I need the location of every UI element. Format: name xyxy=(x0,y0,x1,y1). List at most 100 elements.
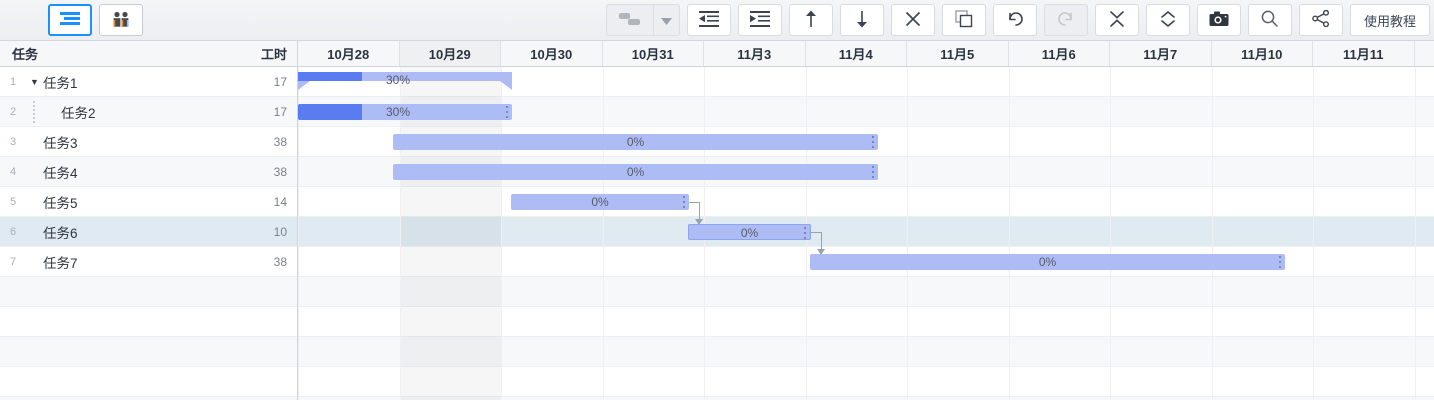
move-down-button[interactable] xyxy=(839,4,884,36)
task-row-7[interactable]: 7 任务7 38 xyxy=(0,247,297,277)
task-name[interactable]: 任务6 xyxy=(43,226,78,241)
expand-all-button[interactable] xyxy=(1145,4,1190,36)
task-row-3[interactable]: 3 任务3 38 xyxy=(0,127,297,157)
redo-button[interactable] xyxy=(1043,4,1088,36)
share-icon xyxy=(1312,9,1330,30)
task-list-icon xyxy=(60,11,80,29)
bar-resize-handle[interactable] xyxy=(871,166,874,178)
link-segment xyxy=(699,202,700,220)
timeline-date-header: 10月28 10月29 10月30 10月31 11月3 11月4 11月5 11月6 11月7… xyxy=(298,41,1434,66)
date-header-cell: 11月3 xyxy=(704,41,806,66)
bar-resize-handle[interactable] xyxy=(682,196,685,208)
task-list-view-button[interactable] xyxy=(48,4,92,36)
task-row-2[interactable]: 2 任务2 17 xyxy=(0,97,297,127)
task-hours[interactable]: 14 xyxy=(273,195,287,209)
task-name[interactable]: 任务2 xyxy=(61,106,96,121)
toolbar-right-group: 使用教程 xyxy=(605,4,1430,36)
bar-resize-handle[interactable] xyxy=(505,106,508,118)
date-header-cell: 11月10 xyxy=(1212,41,1313,66)
tutorial-label: 使用教程 xyxy=(1363,13,1416,29)
tutorial-button[interactable]: 使用教程 xyxy=(1349,4,1430,36)
task-bar[interactable]: 0% xyxy=(393,134,878,150)
date-header-cell: 11月11 xyxy=(1313,41,1415,66)
task-hours[interactable]: 10 xyxy=(273,225,287,239)
timeline-gridline xyxy=(298,67,299,400)
header-task-label: 任务 xyxy=(12,47,39,62)
indent-button[interactable] xyxy=(737,4,782,36)
task-row-1[interactable]: 1 ▼ 任务1 17 xyxy=(0,67,297,97)
table-row[interactable] xyxy=(0,367,1434,397)
date-header-cell: 11月7 xyxy=(1110,41,1212,66)
summary-bar[interactable]: 30% xyxy=(298,72,512,92)
task-bar[interactable]: 0% xyxy=(511,194,689,210)
task-name[interactable]: 任务5 xyxy=(43,196,78,211)
outdent-button[interactable] xyxy=(686,4,731,36)
search-button[interactable] xyxy=(1247,4,1292,36)
link-tasks-split-button[interactable] xyxy=(605,4,680,36)
link-tasks-button[interactable] xyxy=(607,5,653,35)
link-tasks-dropdown-button[interactable] xyxy=(652,5,679,35)
table-row[interactable] xyxy=(0,247,1434,277)
date-header-cell: 10月29 xyxy=(399,41,501,66)
timeline-gridline xyxy=(602,67,604,400)
task-bar[interactable]: 30% xyxy=(298,104,512,120)
task-bar[interactable]: 0% xyxy=(688,224,811,240)
move-up-button[interactable] xyxy=(788,4,833,36)
progress-label: 30% xyxy=(386,73,411,87)
toolbar: 使用教程 xyxy=(0,0,1434,41)
task-row-6[interactable]: 6 任务6 10 xyxy=(0,217,297,247)
task-name[interactable]: 任务4 xyxy=(43,166,78,181)
task-name[interactable]: 任务3 xyxy=(43,136,78,151)
camera-icon xyxy=(1209,11,1229,30)
task-row-4[interactable]: 4 任务4 38 xyxy=(0,157,297,187)
link-tasks-icon xyxy=(618,11,642,30)
task-hours[interactable]: 38 xyxy=(273,255,287,269)
timeline-gridline xyxy=(1211,67,1213,400)
row-number: 7 xyxy=(10,256,17,268)
undo-button[interactable] xyxy=(992,4,1037,36)
resource-view-button[interactable] xyxy=(99,4,143,36)
table-row[interactable] xyxy=(0,67,1434,97)
expand-diamond-icon xyxy=(1160,10,1176,30)
timeline-gridline xyxy=(501,67,502,400)
task-hours[interactable]: 17 xyxy=(273,75,287,89)
task-list-pane: 1 ▼ 任务1 17 2 任务2 17 3 任务3 38 4 任务4 38 5 任务5 14 6 任务6 10 7 任务… xyxy=(0,67,298,400)
summary-cap-left xyxy=(298,81,310,90)
timeline-gridline xyxy=(907,67,908,400)
copy-icon xyxy=(955,9,973,31)
summary-bar-band xyxy=(298,72,512,81)
table-row[interactable] xyxy=(0,187,1434,217)
task-hours[interactable]: 38 xyxy=(273,135,287,149)
task-hours[interactable]: 17 xyxy=(273,105,287,119)
task-bar[interactable]: 0% xyxy=(393,164,878,180)
table-row[interactable] xyxy=(0,307,1434,337)
bar-resize-handle[interactable] xyxy=(1278,256,1281,268)
share-button[interactable] xyxy=(1298,4,1343,36)
task-bar[interactable]: 0% xyxy=(810,254,1285,270)
task-name[interactable]: 任务1 xyxy=(43,76,78,91)
screenshot-button[interactable] xyxy=(1196,4,1241,36)
link-arrowhead xyxy=(817,249,825,255)
table-row[interactable] xyxy=(0,97,1434,127)
bar-resize-handle[interactable] xyxy=(871,136,874,148)
table-row[interactable] xyxy=(0,277,1434,307)
people-icon xyxy=(110,11,132,30)
bar-resize-handle[interactable] xyxy=(803,227,806,239)
hierarchy-guide-line xyxy=(33,101,36,123)
date-header-cell: 10月31 xyxy=(603,41,704,66)
table-row[interactable] xyxy=(0,397,1434,400)
timeline-gridline xyxy=(1414,67,1416,400)
table-row[interactable] xyxy=(0,127,1434,157)
progress-label: 0% xyxy=(626,135,645,149)
delete-button[interactable] xyxy=(890,4,935,36)
redo-icon xyxy=(1057,11,1075,30)
copy-button[interactable] xyxy=(941,4,986,36)
search-icon xyxy=(1261,10,1279,30)
link-arrowhead xyxy=(695,219,703,225)
collapse-all-button[interactable] xyxy=(1094,4,1139,36)
task-hours[interactable]: 38 xyxy=(273,165,287,179)
table-row[interactable] xyxy=(0,337,1434,367)
task-name[interactable]: 任务7 xyxy=(43,256,78,271)
task-row-5[interactable]: 5 任务5 14 xyxy=(0,187,297,217)
expand-collapse-caret-icon[interactable]: ▼ xyxy=(30,77,39,87)
